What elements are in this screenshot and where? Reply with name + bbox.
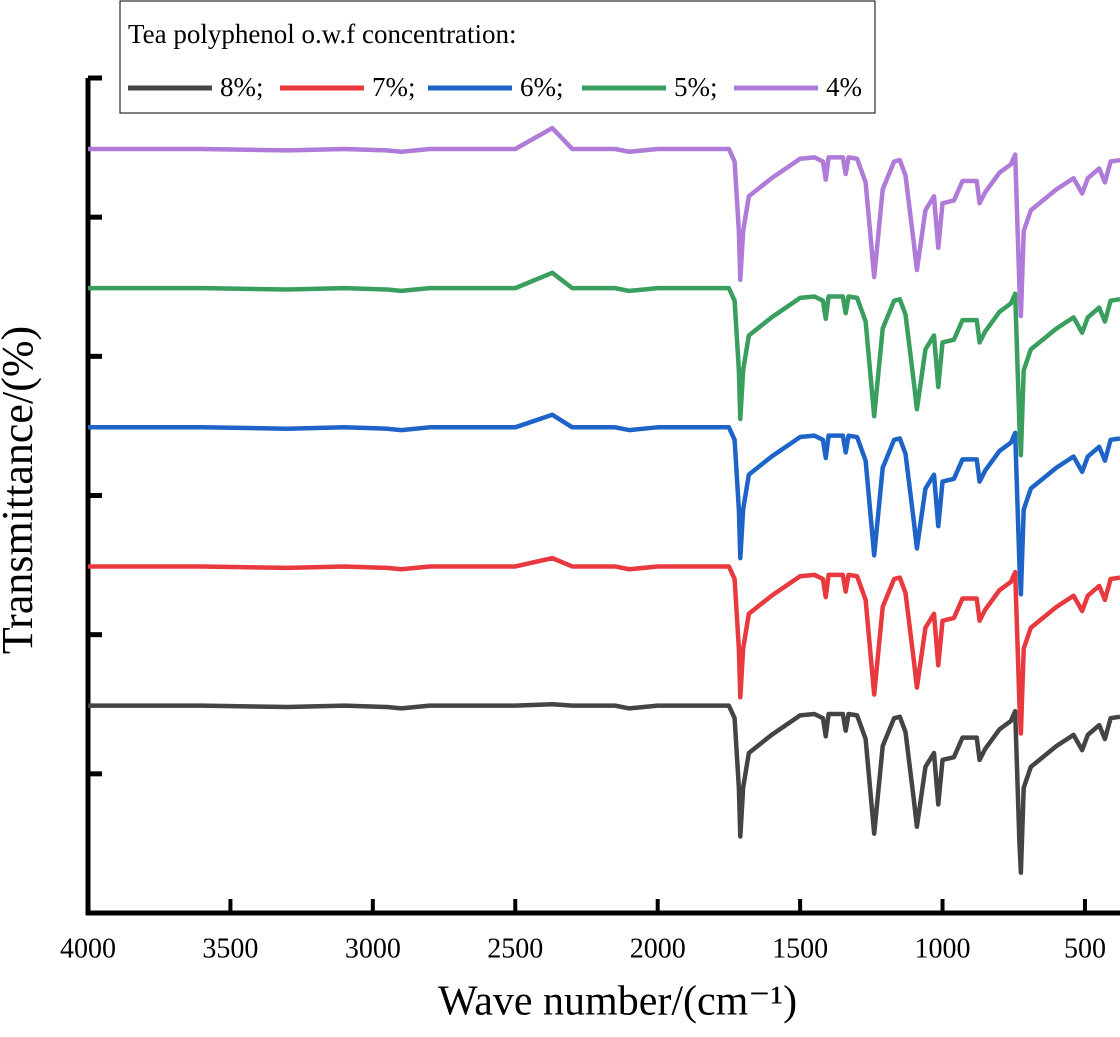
legend-box — [119, 0, 876, 114]
x-tick-label: 3500 — [202, 933, 258, 964]
legend-label: 7%; — [372, 72, 416, 102]
x-tick-label: 2000 — [630, 933, 686, 964]
series-line — [88, 270, 1120, 458]
y-axis-title: Transmittance/(%) — [0, 326, 42, 654]
series-line — [88, 125, 1120, 319]
series-line — [88, 412, 1120, 597]
x-tick-label: 500 — [1064, 933, 1106, 964]
x-tick-label: 4000 — [60, 933, 116, 964]
legend-title: Tea polyphenol o.w.f concentration: — [128, 19, 516, 49]
legend-label: 6%; — [520, 72, 564, 102]
series-line — [88, 555, 1120, 736]
x-tick-label: 1000 — [915, 933, 971, 964]
legend-label: 8%; — [220, 72, 264, 102]
x-tick-label: 2500 — [487, 933, 543, 964]
legend-label: 4% — [826, 72, 862, 102]
legend-label: 5%; — [674, 72, 718, 102]
x-tick-label: 1500 — [772, 933, 828, 964]
x-tick-label: 3000 — [345, 933, 401, 964]
x-axis-title: Wave number/(cm⁻¹) — [438, 979, 797, 1025]
series-line — [88, 702, 1120, 875]
